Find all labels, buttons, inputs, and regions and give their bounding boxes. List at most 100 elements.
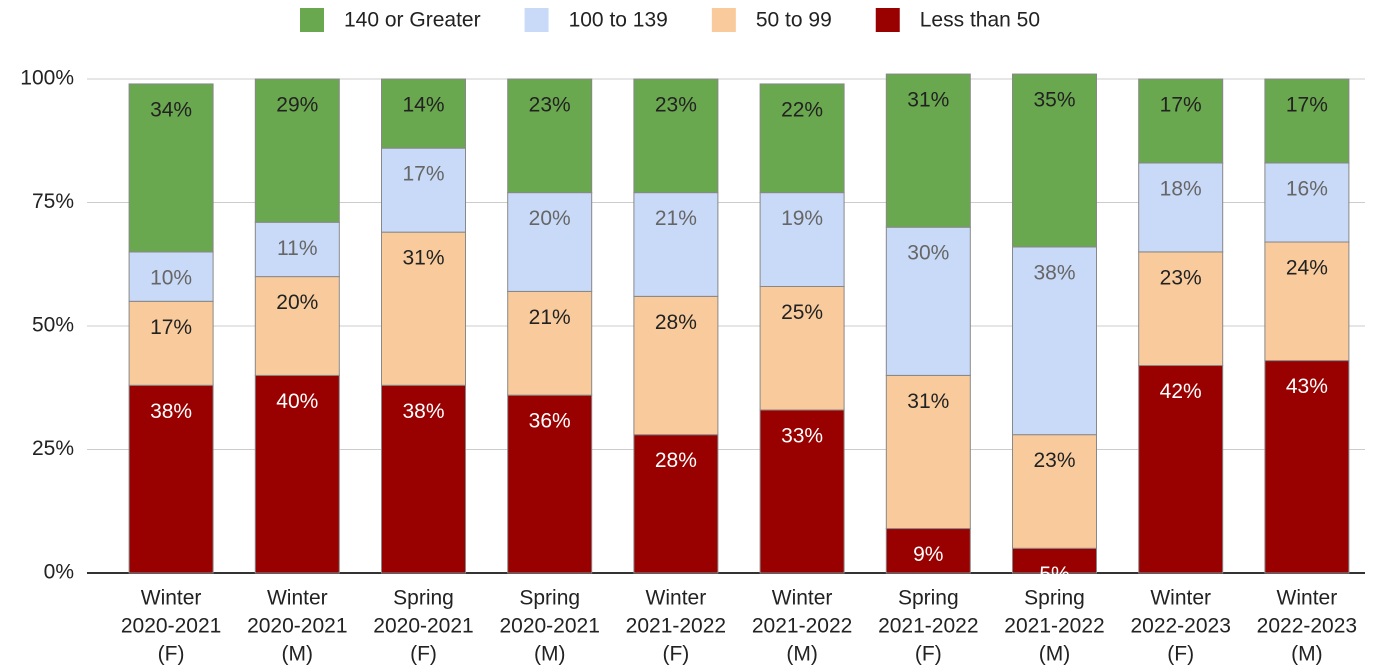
bar-segment	[128, 83, 214, 253]
x-tick-label: 2022-2023	[1257, 615, 1357, 638]
x-tick-label: (M)	[282, 643, 313, 666]
data-label: 19%	[781, 207, 823, 230]
data-label: 17%	[150, 316, 192, 339]
y-tick-label: 50%	[32, 314, 74, 337]
legend-label: 100 to 139	[569, 9, 668, 32]
data-label: 38%	[402, 400, 444, 423]
bar-segment	[1264, 162, 1350, 243]
legend-swatch	[524, 8, 549, 32]
bar-segment	[1264, 78, 1350, 164]
y-tick-label: 25%	[32, 437, 74, 460]
legend-swatch	[875, 8, 900, 32]
x-tick-label: Winter	[772, 587, 833, 610]
bar-segment	[759, 83, 845, 194]
data-label: 10%	[150, 266, 192, 289]
x-tick-label: 2021-2022	[626, 615, 726, 638]
x-tick-label: 2021-2022	[878, 615, 978, 638]
bar-segment	[381, 147, 466, 233]
data-label: 25%	[781, 301, 823, 324]
data-label: 21%	[529, 306, 571, 329]
data-label: 20%	[529, 207, 571, 230]
data-label: 31%	[402, 247, 444, 270]
bar-segment	[885, 226, 971, 376]
bar-segment	[1012, 73, 1097, 248]
bar-segment	[128, 384, 214, 574]
legend-swatch	[711, 8, 736, 32]
x-tick-label: Winter	[1277, 587, 1338, 610]
bar-segment	[507, 78, 593, 194]
bar-segment	[1012, 547, 1097, 574]
bar-segment	[1264, 241, 1350, 362]
bar-segment	[633, 192, 719, 297]
bar-segment	[1012, 434, 1097, 549]
x-tick-label: (M)	[1039, 643, 1070, 666]
bar-segment	[507, 192, 593, 292]
legend-label: 140 or Greater	[344, 9, 481, 32]
data-label: 38%	[1033, 262, 1075, 285]
data-label: 31%	[907, 89, 949, 112]
x-tick-label: (M)	[1291, 643, 1322, 666]
x-tick-label: (F)	[1167, 643, 1194, 666]
data-label: 36%	[529, 410, 571, 433]
data-label: 17%	[402, 163, 444, 186]
bar-segment	[759, 409, 845, 574]
data-label: 23%	[529, 94, 571, 117]
x-tick-label: (F)	[158, 643, 185, 666]
data-label: 38%	[150, 400, 192, 423]
data-label: 20%	[276, 291, 318, 314]
data-label: 14%	[402, 94, 444, 117]
data-label: 21%	[655, 207, 697, 230]
bar-segment	[1138, 365, 1224, 574]
bar-segment	[885, 374, 971, 530]
data-label: 11%	[277, 237, 317, 260]
y-tick-label: 100%	[20, 67, 74, 90]
bar-segment	[759, 285, 845, 411]
bar-segment	[1012, 246, 1097, 436]
x-tick-label: Winter	[1150, 587, 1211, 610]
data-label: 17%	[1286, 94, 1328, 117]
data-label: 23%	[655, 94, 697, 117]
x-tick-label: 2020-2021	[121, 615, 221, 638]
data-label: 33%	[781, 425, 823, 448]
bar-segment	[128, 300, 214, 386]
bar-segment	[381, 231, 466, 386]
x-tick-label: (F)	[915, 643, 942, 666]
x-tick-label: (M)	[534, 643, 565, 666]
bar-segment	[507, 290, 593, 396]
x-tick-label: 2021-2022	[752, 615, 852, 638]
data-label: 28%	[655, 449, 697, 472]
bar-segment	[254, 78, 340, 223]
data-label: 16%	[1286, 178, 1328, 201]
data-label: 23%	[1033, 449, 1075, 472]
bar-segment	[633, 78, 719, 194]
x-tick-label: Winter	[267, 587, 328, 610]
data-label: 31%	[907, 390, 949, 413]
data-label: 5%	[1039, 563, 1069, 586]
data-label: 40%	[276, 390, 318, 413]
x-tick-label: 2022-2023	[1130, 615, 1230, 638]
bar-segment	[381, 384, 466, 574]
x-tick-label: (F)	[662, 643, 689, 666]
x-tick-label: Spring	[519, 587, 580, 610]
bar-segment	[759, 192, 845, 287]
legend-label: Less than 50	[920, 9, 1040, 32]
data-label: 22%	[781, 98, 823, 121]
x-tick-label: Winter	[141, 587, 202, 610]
bar-segment	[633, 295, 719, 436]
data-label: 30%	[907, 242, 949, 265]
data-label: 35%	[1033, 89, 1075, 112]
x-tick-label: 2020-2021	[499, 615, 599, 638]
x-tick-label: Winter	[646, 587, 707, 610]
bar-segment	[885, 528, 971, 574]
legend-label: 50 to 99	[756, 9, 832, 32]
data-label: 42%	[1160, 380, 1202, 403]
data-label: 18%	[1160, 178, 1202, 201]
bar-segment	[885, 73, 971, 228]
data-label: 34%	[150, 98, 192, 121]
data-label: 29%	[276, 94, 318, 117]
legend-swatch	[300, 8, 324, 32]
bar-segment	[1138, 251, 1224, 367]
data-label: 9%	[913, 543, 943, 566]
bar-segment	[1138, 78, 1224, 164]
